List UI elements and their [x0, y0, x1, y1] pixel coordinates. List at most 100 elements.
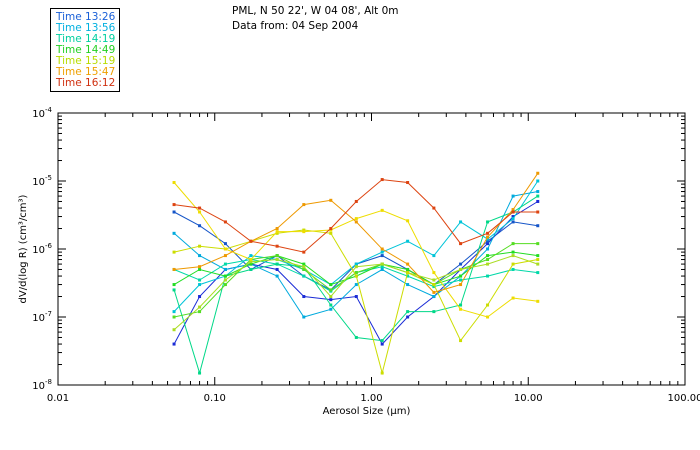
data-point	[329, 307, 333, 311]
data-point	[432, 290, 436, 294]
data-point	[329, 227, 333, 231]
data-point	[302, 315, 306, 319]
data-point	[223, 274, 227, 278]
data-point	[354, 262, 358, 266]
data-point	[536, 199, 540, 203]
data-point	[536, 171, 540, 175]
data-point	[511, 210, 515, 214]
data-point	[511, 217, 515, 221]
data-point	[172, 203, 176, 207]
data-point	[275, 258, 279, 262]
data-point	[432, 278, 436, 282]
data-point	[223, 242, 227, 246]
data-point	[380, 208, 384, 212]
data-point	[198, 210, 202, 214]
y-tick-label: 10-7	[32, 310, 52, 324]
data-point	[380, 262, 384, 266]
x-axis-label: Aerosol Size (µm)	[323, 406, 411, 417]
data-point	[380, 339, 384, 343]
data-point	[275, 244, 279, 248]
data-point	[172, 328, 176, 332]
series-line	[174, 179, 538, 253]
data-point	[459, 274, 463, 278]
data-point	[223, 262, 227, 266]
data-point	[536, 254, 540, 258]
data-point	[486, 262, 490, 266]
data-point	[511, 262, 515, 266]
data-point	[406, 310, 410, 314]
data-point	[249, 260, 253, 264]
data-point	[198, 295, 202, 299]
data-point	[302, 230, 306, 234]
data-point	[536, 194, 540, 198]
y-tick-label: 10-8	[32, 378, 52, 392]
plot-frame	[57, 112, 686, 386]
data-point	[406, 219, 410, 223]
legend-item-5: Time 15:19	[56, 55, 116, 67]
data-point	[380, 371, 384, 375]
data-point	[223, 220, 227, 224]
x-tick-label: 10.00	[514, 393, 543, 404]
series-line	[173, 243, 538, 318]
data-point	[354, 199, 358, 203]
data-point	[459, 303, 463, 307]
data-point	[459, 220, 463, 224]
data-point	[223, 254, 227, 258]
data-point	[511, 220, 515, 224]
data-point	[432, 283, 436, 287]
data-point	[380, 265, 384, 269]
data-point	[536, 210, 540, 214]
data-point	[249, 267, 253, 271]
data-point	[511, 250, 515, 254]
data-point	[406, 181, 410, 185]
data-point	[198, 206, 202, 210]
data-point	[486, 247, 490, 251]
data-point	[486, 231, 490, 235]
data-point	[354, 283, 358, 287]
data-point	[459, 242, 463, 246]
data-point	[354, 217, 358, 221]
data-point	[223, 247, 227, 251]
x-tick-label: 1.00	[360, 393, 382, 404]
data-point	[511, 242, 515, 246]
data-point	[511, 215, 515, 219]
data-point	[536, 271, 540, 275]
data-point	[249, 254, 253, 258]
data-point	[486, 258, 490, 262]
data-point	[249, 239, 253, 243]
data-point	[172, 342, 176, 346]
data-point	[275, 267, 279, 271]
data-point	[486, 315, 490, 319]
data-point	[536, 179, 540, 183]
data-point	[198, 244, 202, 248]
series-10	[172, 228, 540, 375]
data-point	[275, 254, 279, 258]
data-point	[486, 254, 490, 258]
y-tick-label: 10-6	[32, 242, 52, 256]
data-point	[511, 254, 515, 258]
data-point	[406, 315, 410, 319]
data-point	[302, 203, 306, 207]
data-point	[172, 250, 176, 254]
data-point	[302, 267, 306, 271]
data-point	[354, 271, 358, 275]
data-point	[406, 271, 410, 275]
y-tick-label: 10-4	[32, 106, 52, 120]
data-point	[536, 262, 540, 266]
data-point	[329, 288, 333, 292]
data-point	[459, 267, 463, 271]
data-point	[198, 224, 202, 228]
series-line	[173, 229, 538, 375]
data-point	[536, 190, 540, 194]
x-tick-label: 100.00	[668, 393, 700, 404]
series-9	[172, 254, 540, 332]
data-point	[172, 267, 176, 271]
data-point	[275, 231, 279, 235]
data-point	[223, 278, 227, 282]
data-point	[198, 265, 202, 269]
data-point	[486, 303, 490, 307]
data-point	[275, 230, 279, 234]
data-point	[198, 371, 202, 375]
data-point	[354, 335, 358, 339]
